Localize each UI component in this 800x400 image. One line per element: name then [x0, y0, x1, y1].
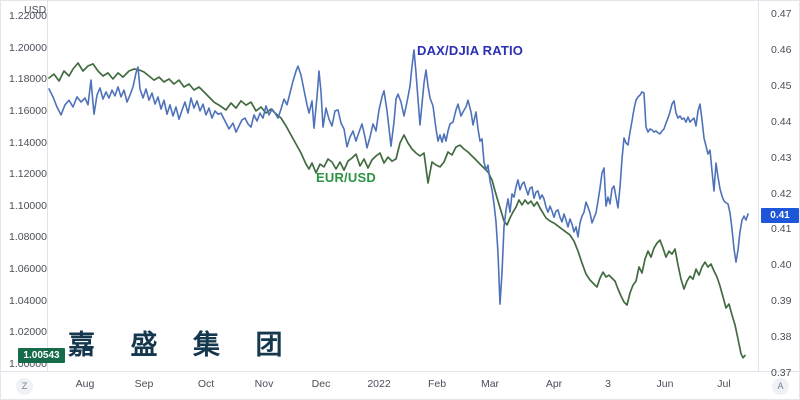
left-axis-separator [47, 1, 48, 371]
time-axis-label: Jul [717, 378, 731, 390]
right-axis-tick: 0.39 [771, 295, 792, 308]
time-axis-label: 2022 [367, 378, 391, 390]
right-axis-tick: 0.44 [771, 115, 792, 128]
time-axis-label: Jun [656, 378, 674, 390]
left-axis-tick: 1.18000 [9, 73, 47, 86]
right-axis-tick: 0.42 [771, 187, 792, 200]
left-axis-tick: 1.10000 [9, 199, 47, 212]
ratio-last-price-badge: 0.41 [761, 207, 799, 223]
right-axis-tick: 0.46 [771, 43, 792, 56]
jiasheng-group-watermark: 嘉 盛 集 团 [68, 330, 297, 360]
time-axis-label: 3 [605, 378, 611, 390]
right-axis-tick: 0.38 [771, 331, 792, 344]
time-axis-label: Aug [75, 378, 95, 390]
left-axis-tick: 1.20000 [9, 41, 47, 54]
left-axis-tick: 1.04000 [9, 294, 47, 307]
right-axis-tick: 0.40 [771, 259, 792, 272]
left-axis-tick: 1.22000 [9, 10, 47, 22]
time-axis-label: Feb [427, 378, 447, 390]
eurusd-last-price-badge: 1.00543 [18, 347, 65, 363]
time-axis-label: Oct [197, 378, 215, 390]
right-axis-separator [758, 1, 759, 371]
right-axis-tick: 0.47 [771, 8, 792, 20]
left-axis-tick: 1.02000 [9, 326, 47, 339]
right-axis-tick: 0.37 [771, 367, 792, 379]
left-axis-title: USD [24, 4, 47, 16]
time-axis-label: Mar [480, 378, 500, 390]
time-axis-label: Sep [134, 378, 154, 390]
eurusd-label[interactable]: EUR/USD [316, 170, 376, 185]
dax-djia-ratio-line[interactable] [48, 49, 749, 305]
right-axis-tick: 0.45 [771, 79, 792, 92]
time-axis-separator [1, 371, 799, 372]
left-axis-tick: 1.14000 [9, 136, 47, 149]
right-axis-tick: 0.43 [771, 151, 792, 164]
left-axis-tick: 1.12000 [9, 168, 47, 181]
right-scale-auto-button[interactable]: A [772, 378, 789, 395]
right-axis-tick: 0.41 [771, 223, 792, 236]
time-axis-label: Nov [254, 378, 274, 390]
left-scale-reset-button[interactable]: Z [16, 378, 33, 395]
left-axis-tick: 1.16000 [9, 104, 47, 117]
left-axis-tick: 1.06000 [9, 263, 47, 276]
dax-djia-ratio-label[interactable]: DAX/DJIA RATIO [417, 43, 524, 58]
time-axis-label: Dec [311, 378, 331, 390]
left-axis-tick: 1.08000 [9, 231, 47, 244]
time-axis-label: Apr [545, 378, 563, 390]
eurusd-line[interactable] [48, 62, 746, 359]
